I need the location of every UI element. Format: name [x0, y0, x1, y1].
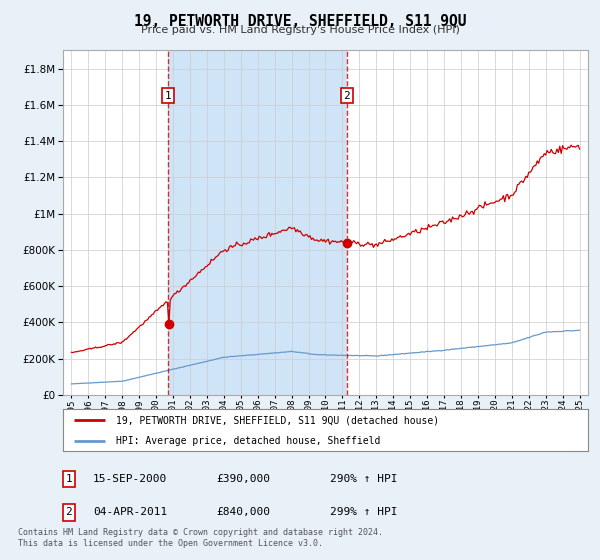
Text: £390,000: £390,000 — [216, 474, 270, 484]
Text: Price paid vs. HM Land Registry's House Price Index (HPI): Price paid vs. HM Land Registry's House … — [140, 25, 460, 35]
Text: 1: 1 — [65, 474, 73, 484]
Text: £840,000: £840,000 — [216, 507, 270, 517]
Text: Contains HM Land Registry data © Crown copyright and database right 2024.
This d: Contains HM Land Registry data © Crown c… — [18, 528, 383, 548]
Text: 19, PETWORTH DRIVE, SHEFFIELD, S11 9QU: 19, PETWORTH DRIVE, SHEFFIELD, S11 9QU — [134, 14, 466, 29]
Text: 2: 2 — [65, 507, 73, 517]
Text: 19, PETWORTH DRIVE, SHEFFIELD, S11 9QU (detached house): 19, PETWORTH DRIVE, SHEFFIELD, S11 9QU (… — [115, 415, 439, 425]
Text: 15-SEP-2000: 15-SEP-2000 — [93, 474, 167, 484]
Text: HPI: Average price, detached house, Sheffield: HPI: Average price, detached house, Shef… — [115, 436, 380, 446]
Text: 2: 2 — [343, 91, 350, 101]
Bar — [168, 50, 347, 395]
Text: 04-APR-2011: 04-APR-2011 — [93, 507, 167, 517]
Text: 299% ↑ HPI: 299% ↑ HPI — [330, 507, 398, 517]
Text: 1: 1 — [165, 91, 172, 101]
Text: 290% ↑ HPI: 290% ↑ HPI — [330, 474, 398, 484]
